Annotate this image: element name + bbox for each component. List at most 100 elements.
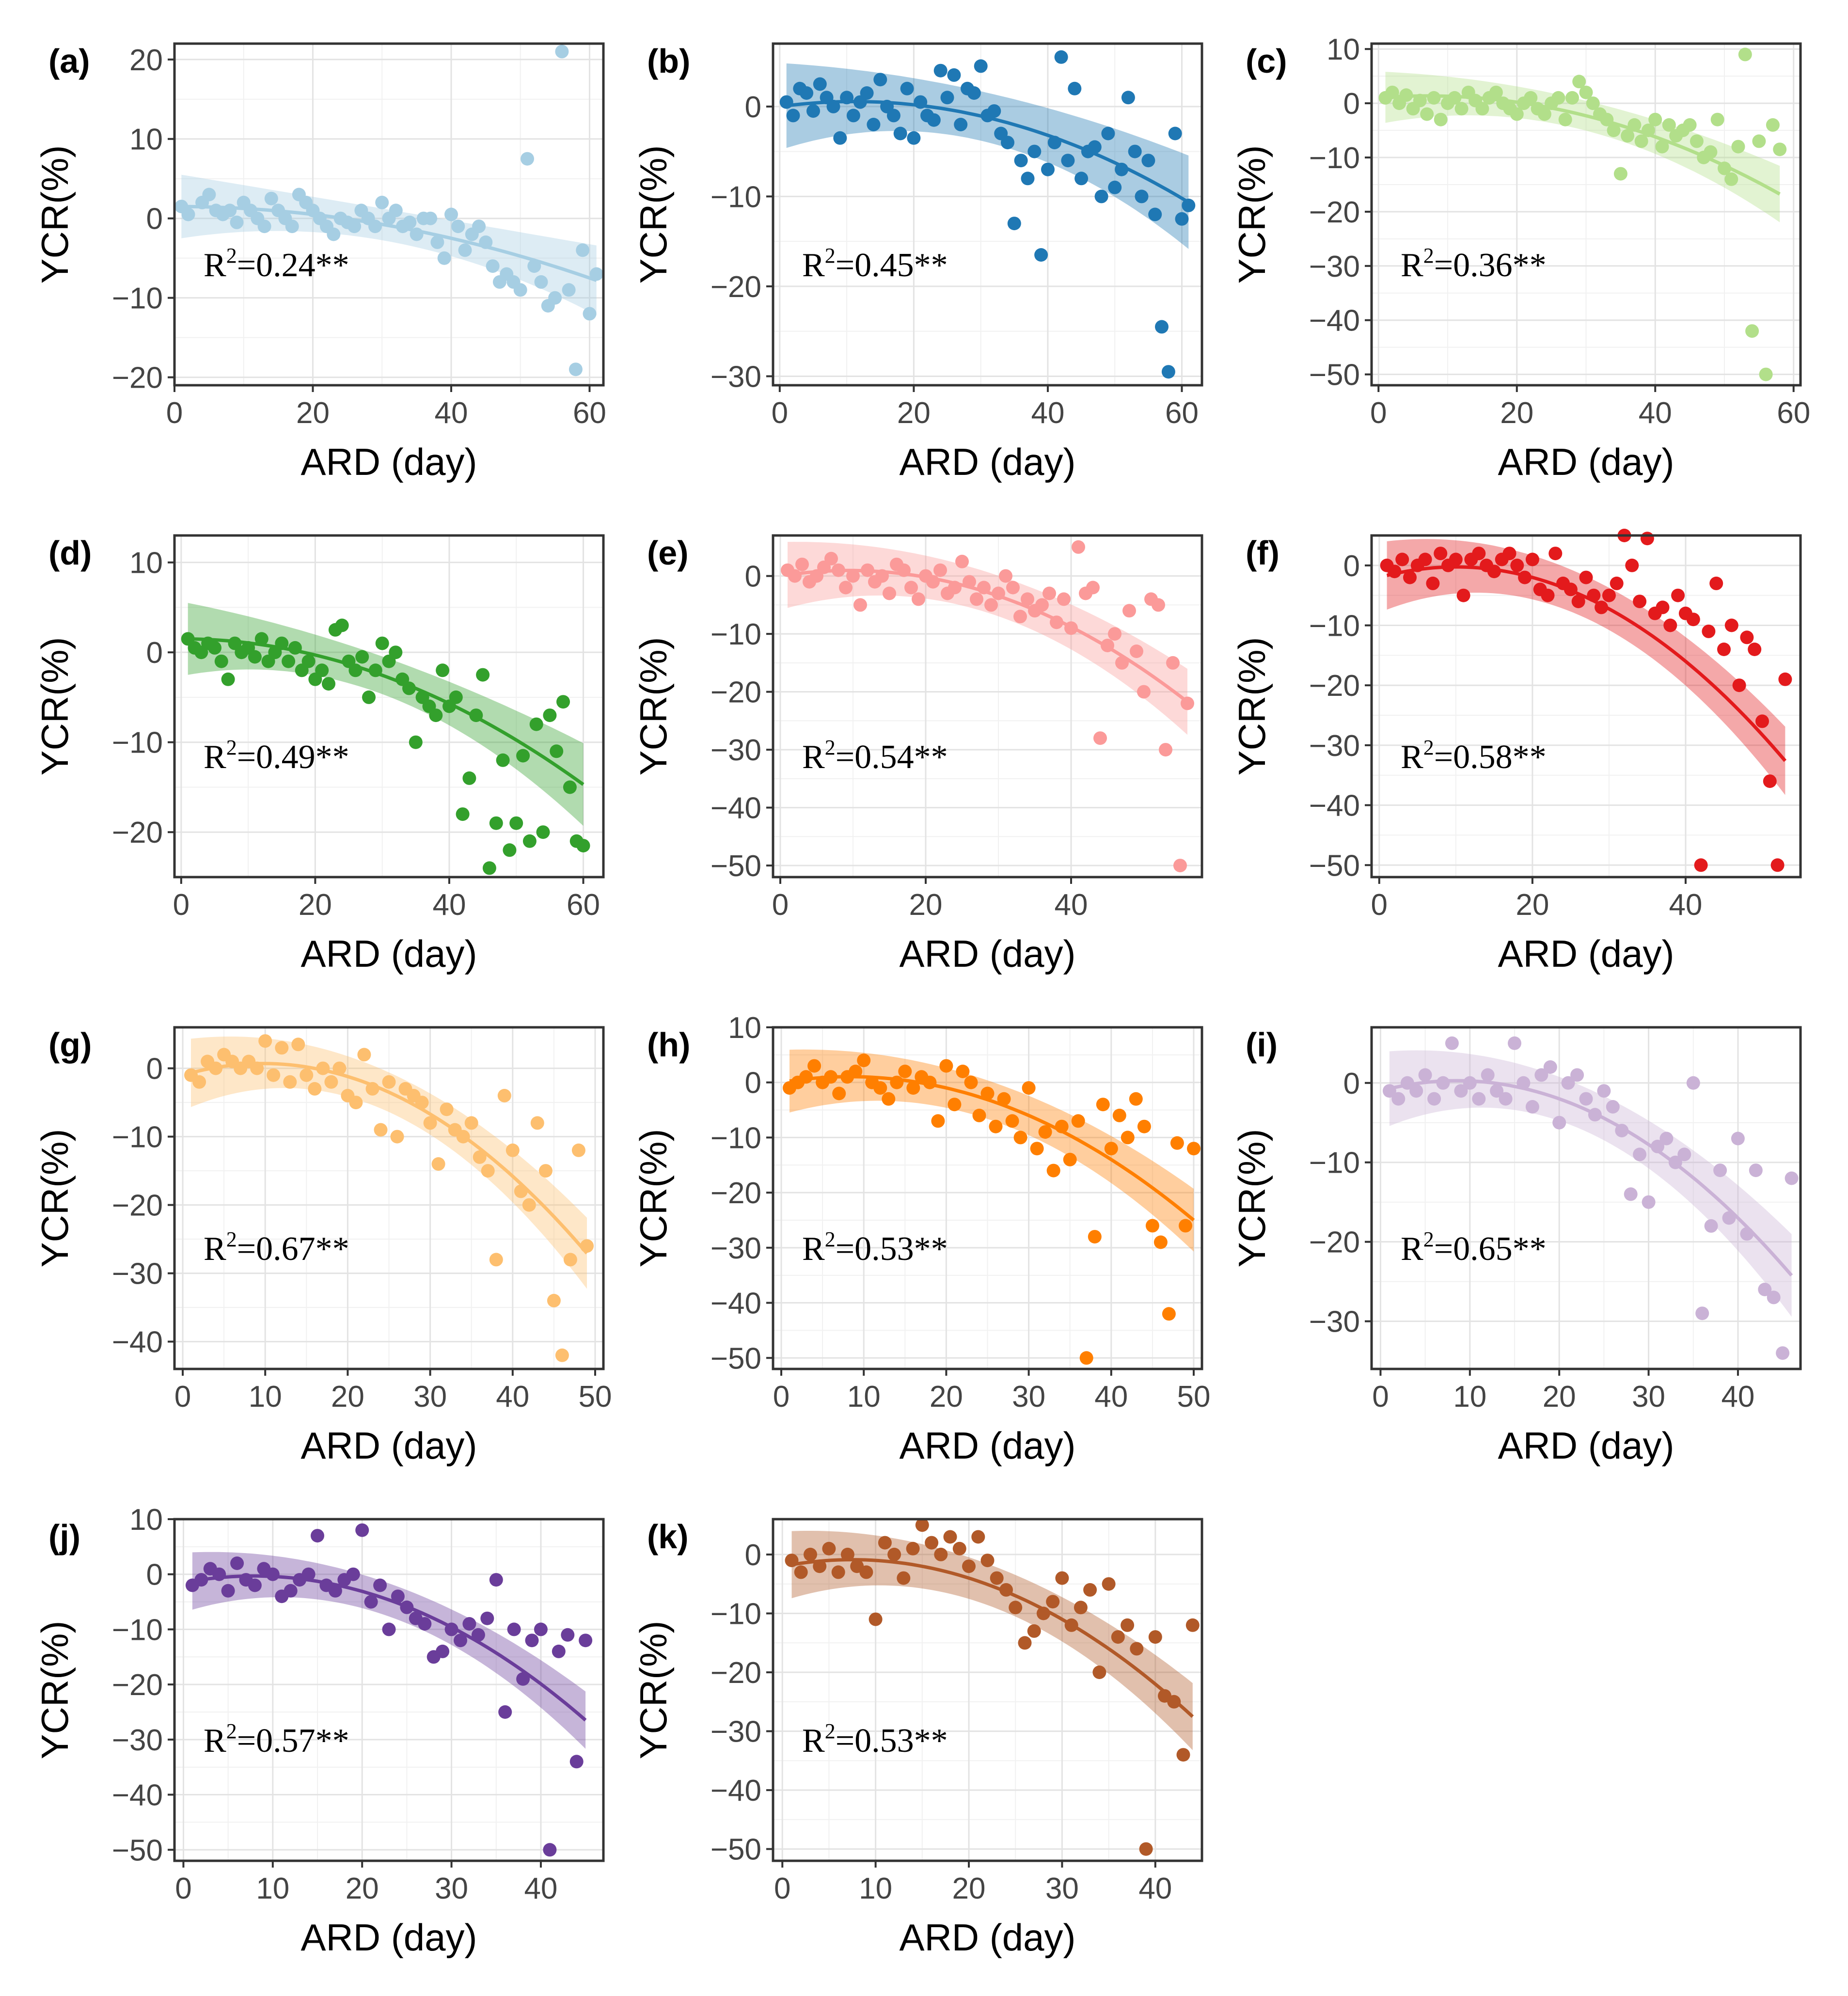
data-point — [859, 1565, 873, 1579]
data-point — [853, 598, 867, 612]
data-point — [1525, 1100, 1539, 1114]
x-tick-label: 30 — [1045, 1872, 1079, 1905]
data-point — [1102, 1577, 1116, 1591]
y-tick-label: −40 — [711, 1287, 761, 1320]
data-point — [431, 1157, 445, 1171]
data-point — [971, 1530, 985, 1544]
data-point — [409, 735, 423, 749]
data-point — [362, 690, 376, 704]
data-point — [357, 1048, 371, 1062]
data-point — [212, 1567, 226, 1581]
y-tick-label: −20 — [1309, 1226, 1360, 1259]
data-point — [562, 283, 576, 297]
y-axis-title: YCR(%) — [33, 637, 76, 776]
data-point — [893, 126, 907, 141]
y-tick-label: 20 — [129, 44, 163, 77]
fit-line — [188, 637, 584, 786]
y-tick-label: −20 — [112, 1189, 163, 1223]
r-squared-label: R2=0.24** — [204, 244, 349, 284]
data-point — [947, 68, 961, 82]
y-tick-label: 0 — [1343, 550, 1360, 583]
y-tick-label: 0 — [1343, 87, 1360, 121]
y-tick-label: 0 — [745, 1067, 761, 1100]
panel-label: (i) — [1246, 1026, 1278, 1064]
data-point — [1427, 1092, 1441, 1106]
panel-b: 0 20 40 60 −30 −20 −10 0 ARD (day) YCR(%) (b) R2=0.… — [632, 42, 1203, 483]
data-point — [503, 843, 517, 857]
data-point — [563, 780, 577, 794]
data-point — [1014, 154, 1028, 168]
y-tick-label: −10 — [711, 180, 761, 214]
y-tick-label: −10 — [112, 1121, 163, 1154]
data-point — [1767, 1290, 1781, 1304]
data-point — [987, 104, 1001, 118]
data-point — [449, 690, 463, 704]
y-tick-label: 0 — [745, 1539, 761, 1572]
data-point — [324, 1075, 338, 1089]
data-point — [939, 1059, 953, 1073]
data-point — [282, 654, 296, 668]
x-tick-label: 60 — [1165, 396, 1199, 430]
data-point — [456, 1130, 470, 1144]
data-point — [1454, 1084, 1468, 1098]
data-point — [1001, 136, 1014, 150]
data-point — [1068, 81, 1082, 95]
x-tick-label: 10 — [859, 1872, 892, 1905]
data-point — [1159, 743, 1172, 757]
panel-d: 0 20 40 60 −20 −10 0 10 ARD (day) YCR(%) (d) R2=0.4… — [33, 534, 605, 975]
y-tick-label: −50 — [711, 1342, 761, 1375]
x-tick-label: 10 — [256, 1872, 289, 1905]
data-point — [883, 586, 896, 600]
x-axis-title: ARD (day) — [899, 440, 1075, 483]
data-point — [1621, 129, 1635, 143]
data-point — [589, 267, 603, 281]
plot-background — [174, 535, 603, 877]
data-point — [861, 563, 874, 577]
data-point — [1755, 714, 1769, 728]
data-point — [1006, 581, 1020, 595]
data-point — [1153, 1235, 1168, 1249]
panel-label: (h) — [647, 1026, 690, 1064]
data-point — [1738, 47, 1752, 62]
plot-background — [773, 1519, 1202, 1861]
data-point — [257, 220, 271, 234]
data-point — [555, 45, 569, 59]
y-axis-title: YCR(%) — [1231, 145, 1273, 284]
panel-g: 0 10 20 30 40 50 −40 −30 −20 −10 0 ARD (day) YCR(%) (… — [33, 1026, 612, 1467]
data-point — [1456, 588, 1470, 602]
data-point — [800, 86, 814, 100]
data-point — [550, 744, 564, 758]
y-tick-label: 0 — [1343, 1067, 1360, 1100]
y-tick-label: −10 — [112, 1613, 163, 1647]
data-point — [373, 1578, 387, 1592]
data-point — [794, 1565, 808, 1579]
y-axis-title: YCR(%) — [33, 145, 76, 284]
data-point — [984, 598, 998, 612]
y-axis-title: YCR(%) — [33, 1621, 76, 1760]
data-point — [284, 1584, 298, 1598]
data-point — [368, 220, 382, 234]
data-point — [1613, 167, 1627, 181]
r-squared-label: R2=0.45** — [802, 244, 948, 284]
data-point — [1115, 656, 1129, 670]
data-point — [846, 569, 860, 583]
data-point — [999, 569, 1012, 583]
data-point — [258, 1034, 272, 1048]
data-point — [462, 1617, 476, 1631]
data-point — [1167, 1695, 1181, 1709]
r-squared-label: R2=0.67** — [204, 1227, 349, 1268]
data-point — [1759, 367, 1773, 381]
data-point — [300, 1068, 314, 1082]
r-squared-label: R2=0.36** — [1401, 244, 1547, 284]
y-tick-label: 10 — [129, 123, 163, 157]
data-point — [1181, 696, 1194, 710]
y-tick-label: −50 — [1309, 359, 1360, 392]
data-point — [1108, 180, 1122, 194]
panel-label: (f) — [1246, 534, 1279, 572]
data-point — [1502, 547, 1516, 561]
data-point — [1686, 1076, 1700, 1090]
data-point — [507, 1622, 521, 1636]
data-point — [1776, 1346, 1790, 1360]
data-point — [486, 259, 500, 273]
data-point — [522, 834, 537, 848]
